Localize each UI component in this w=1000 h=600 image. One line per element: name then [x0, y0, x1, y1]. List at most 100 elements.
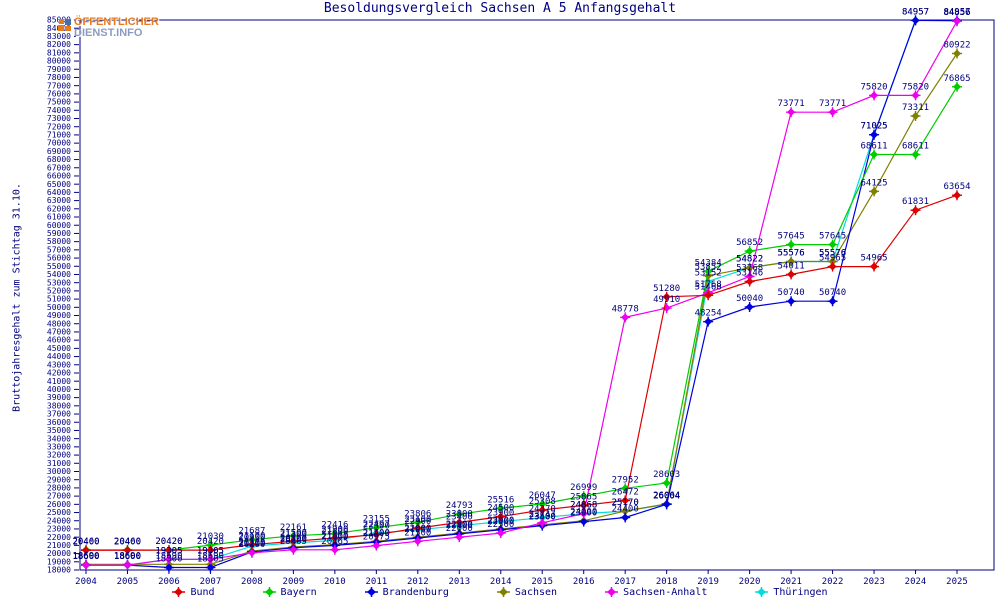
point-value-label: 23747 [529, 510, 556, 520]
y-tick-label: 38000 [47, 401, 71, 410]
y-tick-label: 63000 [47, 196, 71, 205]
point-value-label: 51280 [653, 284, 680, 294]
point-value-label: 25308 [529, 497, 556, 507]
point-value-label: 23155 [363, 515, 390, 525]
x-tick-label: 2005 [117, 577, 139, 587]
y-tick-label: 71000 [47, 131, 71, 140]
y-tick-label: 62000 [47, 204, 71, 213]
point-value-label: 53768 [736, 263, 763, 273]
point-value-label: 18600 [72, 552, 99, 562]
y-tick-label: 43000 [47, 360, 71, 369]
y-tick-label: 80000 [47, 57, 71, 66]
point-value-label: 51768 [695, 280, 722, 290]
point-value-label: 54965 [861, 254, 888, 264]
point-value-label: 68611 [861, 142, 888, 152]
point-value-label: 20465 [280, 537, 307, 547]
y-tick-label: 47000 [47, 328, 71, 337]
logo-line-1: ÖFFENTLICHER [74, 16, 159, 28]
y-tick-label: 46000 [47, 336, 71, 345]
x-tick-label: 2025 [946, 577, 968, 587]
point-value-label: 24370 [529, 505, 556, 515]
point-value-label: 22900 [404, 517, 431, 527]
point-value-label: 18690 [114, 551, 141, 561]
y-tick-label: 20000 [47, 549, 71, 558]
y-tick-label: 60000 [47, 221, 71, 230]
point-value-label: 18690 [72, 551, 99, 561]
point-value-label: 20800 [280, 534, 307, 544]
y-tick-label: 39000 [47, 393, 71, 402]
point-value-label: 22497 [363, 520, 390, 530]
point-value-label: 20200 [238, 539, 265, 549]
y-tick-label: 57000 [47, 245, 71, 254]
point-value-label: 53146 [736, 268, 763, 278]
y-tick-label: 23000 [47, 525, 71, 534]
series-line-bund [86, 194, 958, 551]
point-value-label: 22300 [363, 522, 390, 532]
legend-marker-sachsen_anhalt [605, 587, 619, 597]
legend-item-sachsen: Sachsen [496, 587, 557, 598]
logo-line-2: DIENST.INFO [74, 27, 143, 39]
point-value-label: 54822 [736, 255, 763, 265]
point-value-label: 18600 [72, 552, 99, 562]
point-value-label: 22000 [404, 524, 431, 534]
point-value-label: 61831 [902, 197, 929, 207]
point-value-label: 75820 [902, 82, 929, 92]
point-value-label: 73771 [819, 99, 846, 109]
point-value-label: 20300 [238, 538, 265, 548]
point-value-label: 18600 [114, 552, 141, 562]
point-value-label: 20400 [114, 537, 141, 547]
y-tick-label: 24000 [47, 516, 71, 525]
point-value-label: 28603 [653, 470, 680, 480]
series-line-bayern [86, 86, 958, 551]
y-tick-label: 44000 [47, 352, 71, 361]
y-tick-label: 53000 [47, 278, 71, 287]
point-value-label: 19305 [197, 546, 224, 556]
x-tick-label: 2008 [241, 577, 263, 587]
y-tick-label: 42000 [47, 369, 71, 378]
point-value-label: 23100 [404, 515, 431, 525]
x-tick-label: 2011 [365, 577, 387, 587]
x-tick-label: 2024 [905, 577, 927, 587]
point-value-label: 24400 [612, 504, 639, 514]
y-tick-label: 29000 [47, 475, 71, 484]
point-value-label: 20975 [363, 533, 390, 543]
y-tick-label: 33000 [47, 442, 71, 451]
point-value-label: 57645 [819, 232, 846, 242]
y-tick-label: 32000 [47, 451, 71, 460]
y-tick-label: 68000 [47, 155, 71, 164]
y-tick-label: 45000 [47, 344, 71, 353]
logo-pixel-icon [58, 19, 72, 33]
y-tick-label: 54000 [47, 270, 71, 279]
point-value-label: 18690 [155, 551, 182, 561]
point-value-label: 48254 [695, 309, 722, 319]
point-value-label: 75820 [861, 82, 888, 92]
point-value-label: 21687 [238, 527, 265, 537]
point-value-label: 73311 [902, 103, 929, 113]
x-tick-label: 2009 [283, 577, 305, 587]
x-tick-label: 2010 [324, 577, 346, 587]
point-value-label: 22500 [487, 520, 514, 530]
point-value-label: 22500 [446, 520, 473, 530]
point-value-label: 23000 [487, 516, 514, 526]
y-tick-label: 27000 [47, 492, 71, 501]
x-tick-label: 2021 [780, 577, 802, 587]
point-value-label: 18600 [114, 552, 141, 562]
point-value-label: 55576 [819, 249, 846, 259]
y-tick-label: 37000 [47, 410, 71, 419]
y-tick-label: 50000 [47, 303, 71, 312]
plot-border [79, 19, 995, 571]
point-value-label: 23800 [446, 509, 473, 519]
chart-legend: Bund Bayern Brandenburg Sachsen Sachsen-Anha… [0, 587, 1000, 598]
y-tick-label: 65000 [47, 180, 71, 189]
point-value-label: 20100 [238, 540, 265, 550]
point-value-label: 49910 [653, 295, 680, 305]
series-line-sachsen [86, 53, 958, 565]
point-value-label: 53852 [695, 263, 722, 273]
y-tick-label: 83000 [47, 32, 71, 41]
point-value-label: 63654 [943, 182, 970, 192]
point-value-label: 18600 [114, 552, 141, 562]
y-tick-label: 21000 [47, 541, 71, 550]
oeffentlicher-dienst-logo[interactable]: ÖFFENTLICHER DIENST.INFO [58, 16, 170, 39]
point-value-label: 21900 [321, 525, 348, 535]
